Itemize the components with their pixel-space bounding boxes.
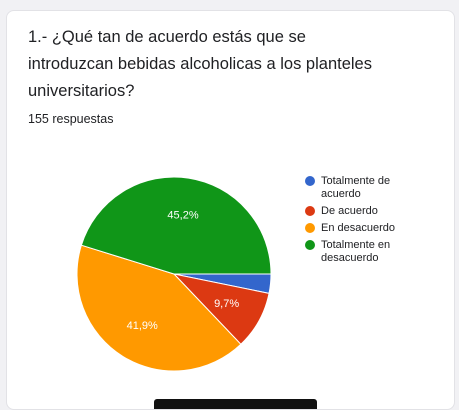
pie-slice-3[interactable] <box>80 176 272 275</box>
question-title: 1.- ¿Qué tan de acuerdo estás que se int… <box>28 28 372 100</box>
legend-item-de-acuerdo[interactable]: De acuerdo <box>303 205 413 218</box>
legend-item-totalmente-en-desacuerdo[interactable]: Totalmente en desacuerdo <box>303 239 413 265</box>
legend-item-totalmente-de-acuerdo[interactable]: Totalmente de acuerdo <box>303 175 413 201</box>
legend-swatch <box>305 206 315 216</box>
legend-label: De acuerdo <box>321 205 378 217</box>
legend-swatch <box>305 176 315 186</box>
legend-item-en-desacuerdo[interactable]: En desacuerdo <box>303 222 413 235</box>
overlay-bar <box>154 399 317 409</box>
legend-label: En desacuerdo <box>321 222 395 234</box>
legend-swatch <box>305 223 315 233</box>
legend-label: Totalmente en desacuerdo <box>321 239 391 264</box>
slice-label-1: 9,7% <box>214 298 239 310</box>
legend-label: Totalmente de acuerdo <box>321 175 391 200</box>
slice-label-2: 41,9% <box>127 320 158 332</box>
pie-slice-2[interactable] <box>76 244 242 372</box>
response-count: 155 respuestas <box>28 112 114 126</box>
chart-legend: Totalmente de acuerdo De acuerdo En desa… <box>303 175 413 269</box>
legend-swatch <box>305 240 315 250</box>
slice-label-3: 45,2% <box>167 210 198 222</box>
